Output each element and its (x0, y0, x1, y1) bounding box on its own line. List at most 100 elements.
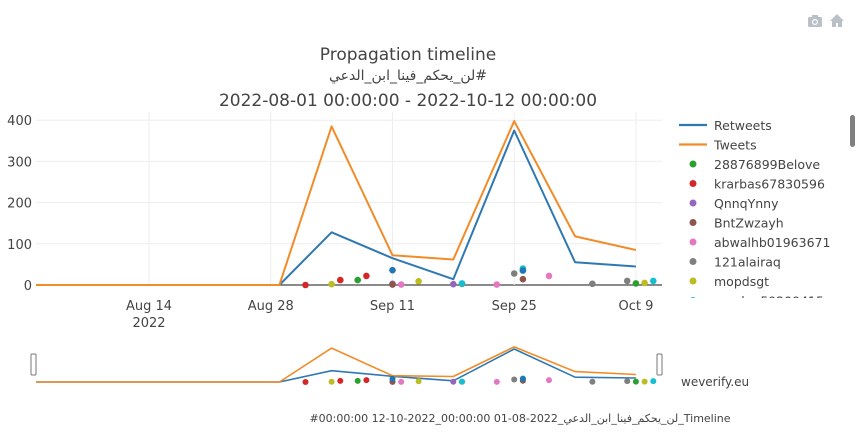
slider-scatter-point (389, 375, 396, 382)
scatter-point (337, 276, 344, 284)
slider-scatter-point (415, 378, 422, 385)
slider-scatter-point (398, 378, 405, 385)
scatter-point (623, 277, 631, 285)
range-slider[interactable] (36, 343, 662, 386)
legend-marker-swatch (689, 199, 697, 207)
x-tick-label: Aug 14 (126, 299, 172, 314)
slider-scatter-point (363, 377, 370, 384)
grid-layer (36, 112, 662, 286)
x-tick-label: Sep 25 (492, 299, 537, 314)
slider-scatter-point (450, 378, 457, 385)
modebar (808, 14, 844, 27)
range-slider-left-handle[interactable] (30, 353, 37, 376)
legend-scrollbar[interactable] (850, 115, 855, 147)
slider-scatter-point (519, 375, 526, 382)
legend-marker-swatch (689, 160, 697, 168)
chart-subtitle: لن_يحكم_فينا_ابن_الدعي# (329, 68, 487, 84)
x-tick-label: Oct 9 (618, 299, 653, 314)
scatter-point (650, 277, 657, 285)
legend-label: 28876899Belove (714, 157, 820, 172)
scatter-point (389, 281, 396, 288)
watermark: weverify.eu (681, 375, 749, 389)
legend-label: Retweets (714, 118, 772, 133)
legend-item[interactable]: QnnqYnny (689, 196, 780, 211)
scatter-point (389, 266, 396, 274)
y-tick-label: 400 (7, 114, 32, 129)
scatter-point (510, 270, 518, 277)
scatter-point (641, 279, 648, 287)
legend-marker-swatch (689, 180, 697, 187)
legend-item[interactable]: wardan59209415 (690, 294, 824, 309)
legend-label: 121alairaq (714, 255, 781, 270)
scatter-point (545, 272, 553, 280)
series-line-retweets (36, 129, 636, 286)
y-tick-label: 0 (24, 279, 32, 294)
y-tick-label: 300 (7, 155, 32, 170)
slider-series-line-retweets (36, 348, 636, 383)
slider-series-line-tweets (36, 346, 636, 383)
series-layer (36, 120, 657, 289)
scatter-point (354, 276, 362, 284)
scatter-point (363, 272, 370, 280)
camera-icon[interactable] (808, 15, 822, 27)
legend-label: abwalhb01963671 (714, 235, 830, 250)
legend-marker-swatch (689, 238, 697, 246)
home-icon[interactable] (830, 14, 844, 27)
range-slider-bg (36, 343, 662, 386)
legend-item[interactable]: 28876899Belove (689, 157, 821, 172)
x-tick-label: Aug 28 (248, 299, 294, 314)
footer-filename: #00:00:00 12-10-2022_00:00:00 01-08-2022… (309, 412, 730, 425)
legend-item[interactable]: mopdsgt (689, 274, 770, 289)
legend-label: mopdsgt (714, 274, 769, 289)
legend-label: BntZwzayh (714, 216, 784, 231)
slider-scatter-point (650, 378, 657, 385)
scatter-point (519, 267, 527, 274)
y-tick-label: 200 (7, 197, 32, 212)
slider-scatter-point (589, 378, 596, 385)
legend: Retweets Tweets 28876899Belove krarbas67830… (679, 118, 831, 309)
x-tick-year-label: 2022 (132, 316, 165, 331)
legend-label: QnnqYnny (714, 196, 779, 211)
legend-item[interactable]: BntZwzayh (689, 216, 784, 231)
legend-item[interactable]: Tweets (679, 138, 757, 153)
scatter-point (302, 281, 309, 289)
legend-items: Retweets Tweets 28876899Belove krarbas67830… (679, 118, 831, 309)
legend-label: Tweets (713, 138, 757, 153)
legend-marker-swatch (689, 219, 697, 226)
y-tick-labels: 0 100 200 300 400 (7, 114, 32, 294)
chart-title: Propagation timeline (320, 45, 496, 65)
slider-scatter-point (354, 377, 361, 384)
chart-date-range: 2022-08-01 00:00:00 - 2022-10-12 00:00:0… (219, 91, 597, 111)
x-tick-labels: Aug 14 Aug 28 Sep 11 Sep 25 Oct 9 2022 (126, 299, 653, 331)
legend-label: krarbas67830596 (714, 177, 825, 192)
legend-item[interactable]: Retweets (679, 118, 772, 133)
x-tick-label: Sep 11 (370, 299, 415, 314)
scatter-point (328, 280, 335, 288)
scatter-point (632, 280, 640, 287)
slider-scatter-point (511, 376, 518, 383)
range-slider-right-handle[interactable] (656, 353, 663, 376)
scatter-point (519, 275, 527, 283)
slider-scatter-point (546, 377, 552, 384)
slider-scatter-point (459, 378, 465, 385)
scatter-point (493, 281, 501, 288)
slider-scatter-point (328, 378, 335, 385)
slider-scatter-point (641, 378, 648, 385)
slider-scatter-point (632, 378, 639, 385)
legend-marker-swatch (689, 277, 697, 285)
y-tick-label: 100 (7, 238, 32, 253)
scatter-point (589, 280, 596, 288)
legend-item[interactable]: abwalhb01963671 (689, 235, 831, 250)
legend-label: wardan59209415 (714, 294, 824, 309)
legend-item[interactable]: krarbas67830596 (689, 177, 825, 192)
slider-scatter-point (624, 378, 631, 385)
legend-marker-swatch (689, 258, 697, 265)
scatter-point (415, 278, 422, 285)
legend-item[interactable]: 121alairaq (689, 255, 781, 270)
scatter-point (458, 280, 466, 287)
scatter-point (397, 281, 405, 288)
slider-scatter-point (337, 377, 344, 384)
series-line-tweets (36, 120, 637, 286)
